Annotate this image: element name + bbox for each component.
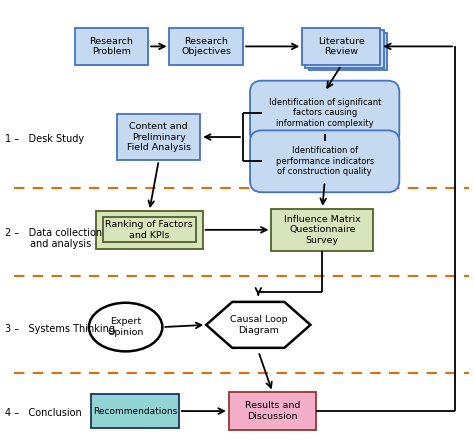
Text: Content and
Preliminary
Field Analysis: Content and Preliminary Field Analysis	[127, 122, 191, 152]
FancyBboxPatch shape	[271, 209, 373, 251]
Text: Research
Objectives: Research Objectives	[181, 37, 231, 56]
Text: Identification of
performance indicators
of construction quality: Identification of performance indicators…	[275, 146, 374, 176]
FancyBboxPatch shape	[169, 28, 243, 65]
Ellipse shape	[89, 303, 162, 351]
Text: Recommendations: Recommendations	[93, 407, 177, 415]
FancyBboxPatch shape	[74, 28, 148, 65]
Text: 2 –   Data collection
        and analysis: 2 – Data collection and analysis	[5, 228, 102, 249]
FancyBboxPatch shape	[309, 33, 387, 70]
FancyBboxPatch shape	[96, 211, 202, 248]
Text: Expert
Opinion: Expert Opinion	[108, 317, 144, 337]
Text: Identification of significant
factors causing
information complexity: Identification of significant factors ca…	[268, 98, 381, 128]
Text: Results and
Discussion: Results and Discussion	[245, 401, 300, 421]
Text: Ranking of Factors
and KPIs: Ranking of Factors and KPIs	[106, 220, 193, 240]
FancyBboxPatch shape	[305, 30, 383, 68]
FancyBboxPatch shape	[250, 80, 399, 145]
FancyBboxPatch shape	[118, 114, 200, 160]
Text: Influence Matrix
Questionnaire
Survey: Influence Matrix Questionnaire Survey	[284, 215, 361, 245]
FancyBboxPatch shape	[302, 27, 380, 65]
FancyBboxPatch shape	[250, 130, 399, 192]
Text: Literature
Review: Literature Review	[318, 37, 365, 56]
Text: 4 –   Conclusion: 4 – Conclusion	[5, 408, 82, 418]
FancyBboxPatch shape	[91, 394, 179, 428]
Text: 3 –   Systems Thinking: 3 – Systems Thinking	[5, 324, 115, 334]
FancyBboxPatch shape	[228, 392, 316, 430]
Text: Causal Loop
Diagram: Causal Loop Diagram	[229, 315, 287, 335]
Polygon shape	[206, 302, 310, 348]
Text: Research
Problem: Research Problem	[90, 37, 133, 56]
Text: 1 –   Desk Study: 1 – Desk Study	[5, 134, 84, 144]
